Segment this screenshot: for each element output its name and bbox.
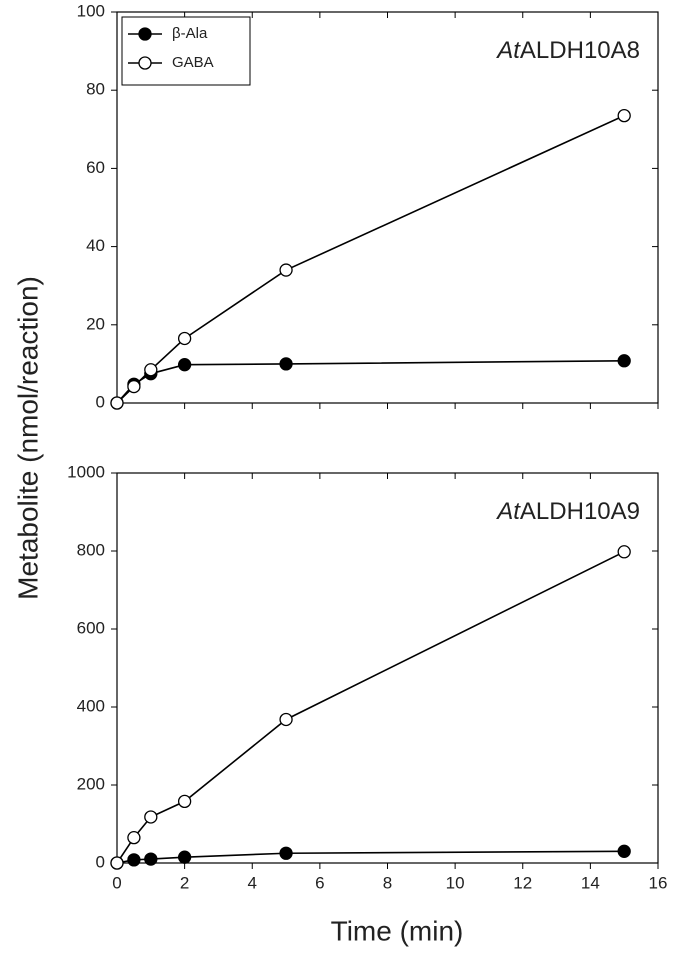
legend-label: GABA <box>172 54 214 71</box>
y-tick-label: 80 <box>86 80 105 99</box>
series-line <box>116 850 625 864</box>
data-point <box>279 712 293 727</box>
data-point <box>144 363 158 377</box>
data-point <box>279 263 293 277</box>
legend-label: β-Ala <box>172 25 208 42</box>
data-point <box>617 545 631 559</box>
y-tick-label: 0 <box>96 852 105 871</box>
data-point <box>110 856 124 870</box>
data-point <box>617 844 631 858</box>
y-tick-label: 1000 <box>67 462 105 481</box>
data-point <box>177 358 192 372</box>
panel-title-part: ALDH10A8 <box>520 37 640 64</box>
data-point <box>144 810 158 824</box>
x-axis-label: Time (min) <box>331 915 464 946</box>
data-point <box>177 331 192 346</box>
panel-title-part: ALDH10A9 <box>520 498 640 525</box>
series-line <box>116 359 625 404</box>
panel-title-part: At <box>495 498 521 525</box>
x-tick-label: 2 <box>180 873 189 892</box>
y-tick-label: 40 <box>86 236 105 255</box>
panel-title: AtALDH10A9 <box>495 498 640 525</box>
x-tick-label: 14 <box>581 873 600 892</box>
data-point <box>617 354 631 368</box>
y-axis-label: Metabolite (nmol/reaction) <box>12 276 43 600</box>
data-point <box>279 357 293 371</box>
y-tick-label: 200 <box>77 774 105 793</box>
y-tick-label: 100 <box>77 1 105 20</box>
y-tick-label: 800 <box>77 540 105 559</box>
data-point <box>177 794 192 809</box>
series-line <box>116 551 625 864</box>
data-point <box>177 850 192 864</box>
panel-title: AtALDH10A8 <box>495 37 640 64</box>
data-point <box>110 396 124 410</box>
y-tick-label: 0 <box>96 392 105 411</box>
data-point <box>144 852 158 866</box>
y-tick-label: 600 <box>77 618 105 637</box>
x-tick-label: 8 <box>383 873 392 892</box>
x-tick-label: 10 <box>446 873 465 892</box>
series-line <box>116 114 625 404</box>
data-point <box>617 108 631 123</box>
y-tick-label: 400 <box>77 696 105 715</box>
legend-marker <box>138 27 152 41</box>
data-point <box>127 379 141 394</box>
x-tick-label: 0 <box>112 873 121 892</box>
y-tick-label: 60 <box>86 158 105 177</box>
x-tick-label: 4 <box>248 873 257 892</box>
plot-frame <box>116 472 659 864</box>
data-point <box>127 831 141 845</box>
y-tick-label: 20 <box>86 314 105 333</box>
data-point <box>127 853 141 867</box>
panel-title-part: At <box>495 37 521 64</box>
data-point <box>279 846 293 860</box>
legend-marker <box>138 56 152 70</box>
x-tick-label: 16 <box>649 873 668 892</box>
x-tick-label: 12 <box>513 873 532 892</box>
x-tick-label: 6 <box>315 873 324 892</box>
